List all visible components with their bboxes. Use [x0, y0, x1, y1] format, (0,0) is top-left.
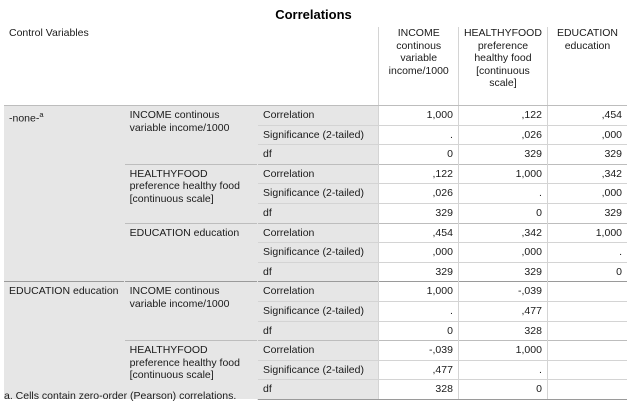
value-cell: ,342: [546, 163, 627, 184]
variable-label: EDUCATION education: [124, 222, 259, 282]
variable-label: HEALTHYFOOD preference healthy food [con…: [124, 340, 259, 400]
control-variable-cell: -none-a: [4, 104, 125, 282]
statistic-label: df: [257, 261, 379, 282]
value-cell: 0: [378, 144, 459, 165]
table-row: Significance (2-tailed) ,477.: [4, 359, 627, 380]
value-cell: 329: [378, 202, 459, 224]
value-cell: 329: [457, 261, 548, 282]
statistic-label: Correlation: [257, 163, 379, 184]
table-row: df 329 329 0: [4, 261, 627, 282]
value-cell: -,039: [457, 281, 548, 302]
value-cell: [546, 359, 627, 380]
value-cell: ,026: [457, 124, 548, 145]
value-cell: [546, 379, 627, 400]
value-cell: .: [546, 242, 627, 263]
statistic-label: Correlation: [257, 222, 379, 243]
column-header-education: EDUCATION education: [546, 27, 627, 106]
statistic-label: df: [257, 202, 379, 224]
value-cell: ,122: [457, 105, 548, 126]
statistic-label: Significance (2-tailed): [257, 124, 379, 145]
value-cell: ,000: [546, 183, 627, 204]
variable-label: INCOME continous variable income/1000: [124, 281, 259, 341]
value-cell: ,122: [378, 163, 459, 184]
table-row: Significance (2-tailed). ,477: [4, 300, 627, 322]
value-cell: 0: [457, 202, 548, 224]
value-cell: 329: [546, 202, 627, 224]
table-row: HEALTHYFOOD preference healthy food [con…: [4, 340, 627, 400]
table-row: Significance (2-tailed) ,000,000.: [4, 242, 627, 263]
statistic-label: Significance (2-tailed): [257, 183, 379, 204]
statistic-label: Correlation: [257, 281, 379, 302]
control-variable-cell: EDUCATION education: [4, 281, 125, 400]
table-title: Correlations: [275, 7, 352, 22]
value-cell: ,454: [546, 105, 627, 126]
value-cell: ,000: [378, 242, 459, 263]
value-cell: 0: [457, 379, 548, 400]
table-row: df 328 0: [4, 379, 627, 400]
value-cell: 1,000: [457, 163, 548, 184]
control-variable-label: EDUCATION education: [9, 285, 119, 298]
value-cell: [546, 300, 627, 322]
value-cell: -,039: [378, 340, 459, 361]
table-row: Significance (2-tailed) ,026. ,000: [4, 183, 627, 204]
statistic-label: df: [257, 320, 379, 341]
control-variable-label: -none-: [9, 112, 40, 125]
value-cell: .: [378, 300, 459, 322]
control-variables-header: Control Variables: [4, 27, 379, 106]
value-cell: 1,000: [378, 281, 459, 302]
value-cell: [546, 320, 627, 341]
value-cell: ,000: [546, 124, 627, 145]
footnote-marker: a: [39, 110, 44, 119]
value-cell: ,454: [378, 222, 459, 243]
value-cell: 329: [546, 144, 627, 165]
variable-label: HEALTHYFOOD preference healthy food [con…: [124, 163, 259, 224]
statistic-label: Significance (2-tailed): [257, 242, 379, 263]
value-cell: 1,000: [546, 222, 627, 243]
column-header-healthyfood: HEALTHYFOOD preference healthy food [con…: [457, 27, 548, 106]
value-cell: [546, 281, 627, 302]
value-cell: 328: [457, 320, 548, 341]
value-cell: 328: [378, 379, 459, 400]
value-cell: 0: [378, 320, 459, 341]
value-cell: .: [457, 359, 548, 380]
value-cell: ,477: [457, 300, 548, 322]
statistic-label: Correlation: [257, 340, 379, 361]
footnote: a. Cells contain zero-order (Pearson) co…: [4, 390, 237, 402]
value-cell: 329: [457, 144, 548, 165]
table-row: -none-a INCOME continous variable income/…: [4, 104, 627, 282]
value-cell: ,026: [378, 183, 459, 204]
statistic-label: df: [257, 379, 379, 400]
table-row: df 0 329 329: [4, 144, 627, 165]
table-row: EDUCATION education Correlation ,454,342 1,…: [4, 222, 627, 282]
column-header-income: INCOME continous variable income/1000: [378, 27, 459, 106]
statistic-label: Significance (2-tailed): [257, 359, 379, 380]
value-cell: ,342: [457, 222, 548, 243]
value-cell: 0: [546, 261, 627, 282]
table-row: EDUCATION education INCOME continous vari…: [4, 281, 627, 400]
statistic-label: Significance (2-tailed): [257, 300, 379, 322]
table-row: df 0 328: [4, 320, 627, 341]
value-cell: .: [378, 124, 459, 145]
variable-label: INCOME continous variable income/1000: [124, 105, 259, 165]
table-row: Significance (2-tailed). ,026,000: [4, 124, 627, 145]
value-cell: [546, 340, 627, 361]
statistic-label: Correlation: [257, 105, 379, 126]
value-cell: ,477: [378, 359, 459, 380]
statistic-label: df: [257, 144, 379, 165]
value-cell: 329: [378, 261, 459, 282]
table-row: HEALTHYFOOD preference healthy food [con…: [4, 163, 627, 224]
value-cell: ,000: [457, 242, 548, 263]
value-cell: 1,000: [457, 340, 548, 361]
correlations-table: Control Variables INCOME continous varia…: [4, 27, 627, 400]
value-cell: 1,000: [378, 105, 459, 126]
value-cell: .: [457, 183, 548, 204]
table-row: df 329 0 329: [4, 202, 627, 224]
